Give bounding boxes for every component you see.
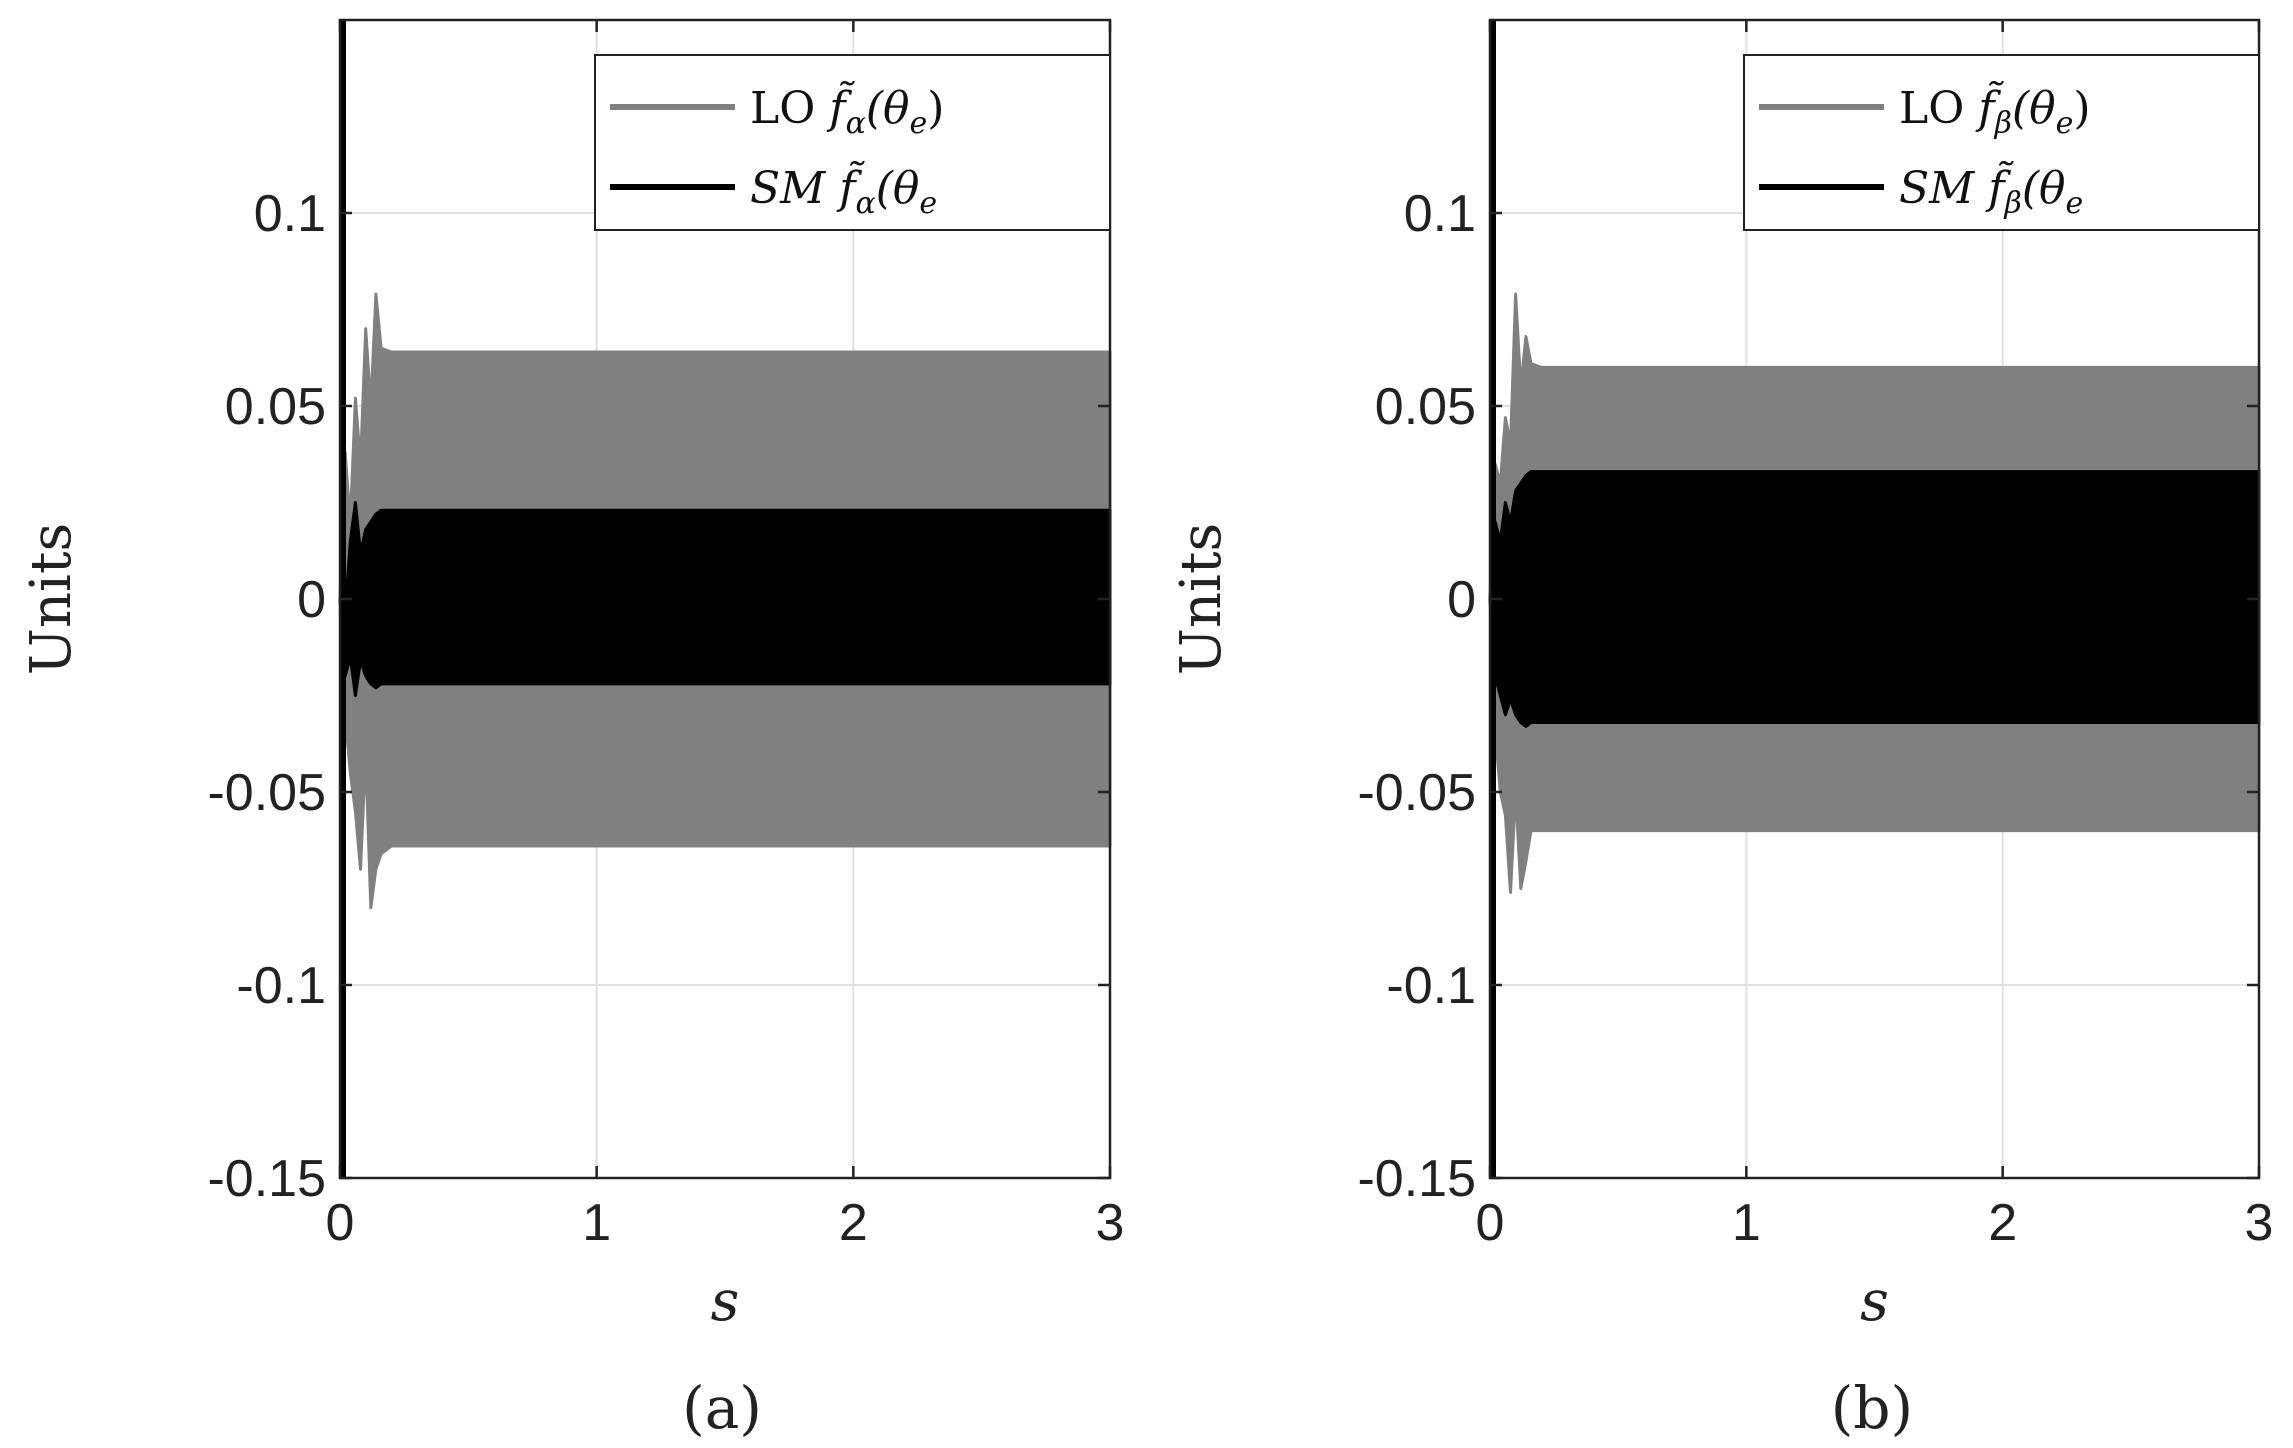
legend-arg-sub: e (2066, 186, 2084, 221)
legend-close: ) (2073, 83, 2090, 134)
y-tick-label: 0.1 (254, 185, 326, 243)
x-tick-label: 0 (326, 1194, 355, 1252)
x-tick-label: 0 (1476, 1194, 1505, 1252)
legend-arg-sub: e (910, 106, 928, 141)
legend-main: SM (1899, 163, 1975, 214)
legend-label: LO f̃α(θe) (750, 79, 944, 141)
legend-sub: α (856, 186, 876, 221)
legend-entry-sm: SM f̃α(θe (610, 159, 937, 221)
legend-entry-sm: SM f̃β(θe (1759, 159, 2083, 221)
y-tick-label: -0.15 (1357, 1150, 1476, 1208)
legend-sub: α (846, 106, 866, 141)
y-tick-label: 0 (297, 571, 326, 629)
x-tick-label: 3 (1096, 1194, 1125, 1252)
y-axis-label: Units (1169, 523, 1234, 675)
legend-arg: (θ (866, 83, 910, 134)
legend: LO f̃β(θe)SM f̃β(θe (1743, 54, 2260, 231)
panel-label: (b) (1831, 1374, 1913, 1442)
x-tick-label: 1 (582, 1194, 611, 1252)
y-tick-label: -0.1 (236, 957, 326, 1015)
series-sm-band (1488, 470, 2261, 728)
legend-entry-lo: LO f̃α(θe) (610, 79, 944, 141)
x-tick-label: 1 (1732, 1194, 1761, 1252)
x-tick-label: 3 (2245, 1194, 2274, 1252)
legend-arg-sub: e (919, 186, 937, 221)
y-tick-label: -0.15 (207, 1150, 326, 1208)
legend-label: SM f̃α(θe (750, 159, 937, 221)
legend-main: LO (750, 83, 815, 134)
x-tick-label: 2 (839, 1194, 868, 1252)
y-tick-label: 0.1 (1404, 185, 1476, 243)
legend-main: LO (1899, 83, 1964, 134)
legend-sub: β (1994, 106, 2012, 141)
legend-main: SM (750, 163, 826, 214)
legend-arg: (θ (876, 163, 920, 214)
legend-arg: (θ (2022, 163, 2066, 214)
y-tick-label: 0.05 (225, 378, 326, 436)
x-tick-label: 2 (1988, 1194, 2017, 1252)
legend-sub: β (2004, 186, 2022, 221)
x-axis-label: s (711, 1269, 740, 1334)
legend-box (594, 54, 1111, 231)
panel-label: (a) (682, 1374, 762, 1442)
y-tick-label: 0.05 (1375, 378, 1476, 436)
chart-panel-a: 0 1 2 3 -0.15 -0.1 -0.05 0 0.05 0.1 s Units (a) LO f̃α… (19, 18, 1125, 1442)
y-tick-label: -0.05 (207, 764, 326, 822)
y-axis-label: Units (19, 523, 84, 675)
legend-box (1743, 54, 2260, 231)
y-tick-label: 0 (1447, 571, 1476, 629)
legend-arg-sub: e (2056, 106, 2074, 141)
legend-label: SM f̃β(θe (1899, 159, 2083, 221)
series-sm-band (338, 501, 1112, 697)
legend-close: ) (927, 83, 944, 134)
legend: LO f̃α(θe) SM f̃α(θe (594, 54, 1111, 231)
legend-arg: (θ (2012, 83, 2056, 134)
x-axis-label: s (1860, 1269, 1889, 1334)
y-tick-label: -0.05 (1357, 764, 1476, 822)
y-tick-label: -0.1 (1386, 957, 1476, 1015)
